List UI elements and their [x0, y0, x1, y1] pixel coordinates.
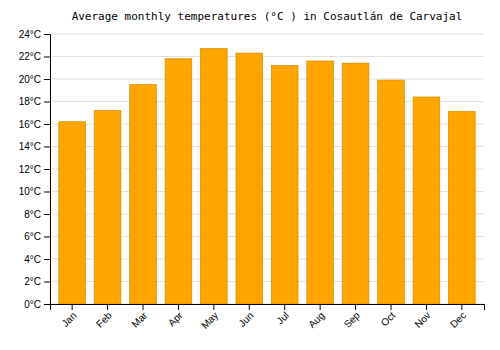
y-tick: 22°C: [19, 51, 50, 62]
y-tick-mark: [44, 214, 50, 215]
x-tick-label: Aug: [306, 310, 326, 330]
y-tick-mark: [44, 57, 50, 58]
x-tick-mark: [320, 304, 321, 310]
x-tick-mark: [461, 304, 462, 310]
x-axis-line: [51, 305, 485, 311]
y-tick-label: 0°C: [24, 299, 41, 310]
bar: [94, 111, 121, 305]
y-tick-label: 24°C: [19, 29, 41, 40]
x-tick-mark: [284, 304, 285, 310]
bar: [59, 122, 86, 304]
x-tick-label: Apr: [166, 309, 185, 328]
x-tick: May: [199, 304, 220, 331]
x-tick-label: Feb: [94, 309, 114, 329]
x-tick: Oct: [379, 304, 398, 328]
x-tick-label: Nov: [412, 310, 432, 330]
x-tick-mark: [143, 304, 144, 310]
x-tick: Dec: [448, 304, 468, 330]
x-tick-mark: [391, 304, 392, 310]
y-tick-mark: [44, 169, 50, 170]
y-tick-mark: [44, 147, 50, 148]
x-tick-mark: [249, 304, 250, 310]
y-tick-label: 4°C: [24, 254, 41, 265]
y-tick: 20°C: [19, 74, 50, 85]
x-tick-mark: [72, 304, 73, 310]
x-tick-label: Oct: [379, 310, 398, 329]
bar: [201, 49, 228, 304]
x-tick-label: Jun: [236, 310, 255, 329]
y-tick-label: 10°C: [19, 186, 41, 197]
bar: [271, 66, 298, 305]
x-tick-label: Jan: [59, 310, 78, 329]
y-tick: 8°C: [24, 209, 50, 220]
y-tick: 12°C: [19, 164, 50, 175]
y-tick: 18°C: [19, 96, 50, 107]
y-axis-line: [44, 35, 51, 305]
x-tick-label: May: [199, 310, 220, 331]
x-tick: Nov: [412, 304, 432, 330]
y-tick-label: 22°C: [19, 51, 41, 62]
y-tick: 24°C: [19, 29, 50, 40]
y-tick: 14°C: [19, 141, 50, 152]
y-tick-label: 8°C: [24, 209, 41, 220]
x-tick: Aug: [306, 304, 326, 330]
y-tick: 4°C: [24, 254, 50, 265]
x-tick-mark: [355, 304, 356, 310]
bar: [130, 85, 157, 304]
x-tick-mark: [426, 304, 427, 310]
bar: [342, 63, 369, 304]
grid-line: [50, 56, 484, 57]
y-axis: 0°C 2°C 4°C 6°C 8°C 10°C 12°C 14°C 16°C 18°C 20°C 2…: [19, 29, 51, 310]
bar: [307, 61, 334, 304]
y-tick-mark: [44, 282, 50, 283]
y-tick-mark: [44, 192, 50, 193]
y-tick-label: 14°C: [19, 141, 41, 152]
bar: [236, 53, 263, 304]
y-tick-label: 12°C: [19, 164, 41, 175]
x-tick-label: Sep: [342, 309, 363, 330]
y-tick: 6°C: [24, 231, 50, 242]
bars: [59, 49, 475, 304]
y-tick-mark: [44, 34, 50, 35]
grid-line: [50, 79, 484, 80]
y-tick-label: 18°C: [19, 96, 41, 107]
bar: [165, 59, 192, 304]
bar: [449, 112, 476, 304]
x-tick: Jul: [274, 304, 291, 326]
y-tick-label: 6°C: [24, 231, 41, 242]
x-tick: Mar: [129, 304, 149, 330]
y-tick-mark: [44, 124, 50, 125]
y-tick-mark: [44, 304, 50, 305]
y-tick-label: 20°C: [19, 74, 41, 85]
x-tick-mark: [178, 304, 179, 310]
grid: [50, 34, 484, 304]
y-tick-label: 16°C: [19, 119, 41, 130]
x-tick: Jun: [236, 304, 255, 329]
x-tick-label: Mar: [129, 309, 149, 329]
x-tick: Apr: [166, 304, 185, 328]
y-tick: 0°C: [24, 299, 50, 310]
bar: [413, 97, 440, 304]
title: Average monthly temperatures (°C ) in Co…: [72, 10, 463, 23]
x-tick: Feb: [94, 304, 114, 330]
chart: 0°C 2°C 4°C 6°C 8°C 10°C 12°C 14°C 16°C 18°C 20°C 2…: [0, 0, 500, 350]
y-tick-mark: [44, 79, 50, 80]
y-tick: 10°C: [19, 186, 50, 197]
y-tick: 2°C: [24, 276, 50, 287]
x-tick: Sep: [342, 304, 363, 330]
y-tick-mark: [44, 102, 50, 103]
grid-line: [50, 34, 484, 35]
y-tick-mark: [44, 237, 50, 238]
x-tick-mark: [107, 304, 108, 310]
x-tick-mark: [213, 304, 214, 310]
y-tick: 16°C: [19, 119, 50, 130]
y-tick-mark: [44, 259, 50, 260]
y-tick-label: 2°C: [24, 276, 41, 287]
x-tick-label: Jul: [274, 310, 291, 327]
bar: [378, 80, 405, 304]
x-axis: Jan Feb Mar Apr May Jun Jul Aug Sep Oct Nov Dec: [51, 304, 485, 331]
x-tick: Jan: [59, 304, 78, 329]
x-tick-label: Dec: [448, 310, 468, 330]
